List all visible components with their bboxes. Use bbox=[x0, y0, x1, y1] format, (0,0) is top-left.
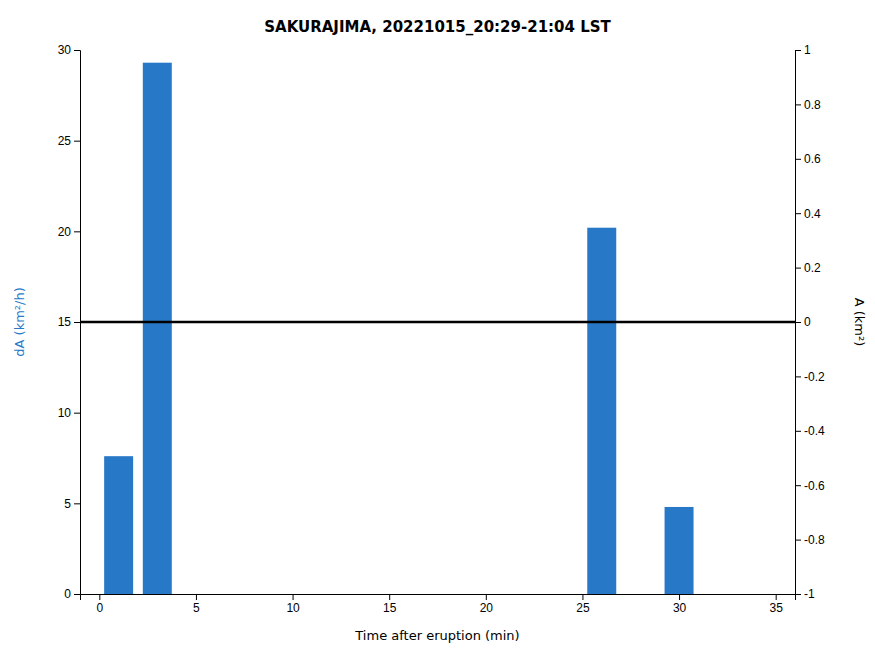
y2-axis-title: A (km²) bbox=[852, 298, 867, 347]
tick-mark bbox=[582, 594, 583, 600]
tick: 5 bbox=[64, 497, 80, 511]
tick: 25 bbox=[58, 134, 80, 148]
tick-mark bbox=[795, 322, 801, 323]
tick-label: 10 bbox=[286, 601, 300, 615]
tick-mark bbox=[795, 540, 801, 541]
tick-label: -1 bbox=[804, 587, 815, 601]
tick: 25 bbox=[576, 594, 590, 615]
tick-mark bbox=[795, 50, 801, 51]
tick-mark bbox=[74, 594, 80, 595]
tick-mark bbox=[679, 594, 680, 600]
tick-label: 15 bbox=[58, 315, 72, 329]
plot: 05101520253035051015202530-1-0.8-0.6-0.4… bbox=[58, 43, 825, 614]
tick-label: 0 bbox=[96, 601, 103, 615]
x-axis-title: Time after eruption (min) bbox=[354, 628, 519, 643]
tick: 20 bbox=[58, 225, 80, 239]
tick-label: 20 bbox=[480, 601, 494, 615]
tick-mark bbox=[795, 485, 801, 486]
tick: 10 bbox=[286, 594, 300, 615]
chart: 05101520253035051015202530-1-0.8-0.6-0.4… bbox=[0, 0, 875, 656]
tick-mark bbox=[74, 503, 80, 504]
tick-mark bbox=[795, 268, 801, 269]
bar bbox=[143, 63, 172, 594]
tick: 30 bbox=[673, 594, 687, 615]
axis-line bbox=[796, 51, 802, 595]
tick-label: 25 bbox=[576, 601, 590, 615]
tick-label: 5 bbox=[193, 601, 200, 615]
tick-label: -0.2 bbox=[804, 370, 825, 384]
tick-label: 20 bbox=[58, 225, 72, 239]
tick: -0.2 bbox=[795, 370, 825, 384]
tick: 15 bbox=[383, 594, 397, 615]
tick: -1 bbox=[795, 587, 815, 601]
tick-label: -0.6 bbox=[804, 479, 825, 493]
tick-mark bbox=[74, 413, 80, 414]
title: SAKURAJIMA, 20221015_20:29-21:04 LST bbox=[264, 18, 611, 36]
tick-mark bbox=[795, 594, 801, 595]
axis-line bbox=[81, 595, 796, 601]
tick-label: 30 bbox=[673, 601, 687, 615]
bar bbox=[587, 228, 616, 594]
tick-mark bbox=[776, 594, 777, 600]
bar bbox=[665, 507, 694, 594]
tick: 0.8 bbox=[795, 98, 821, 112]
tick: 5 bbox=[193, 594, 200, 615]
tick: 30 bbox=[58, 43, 80, 57]
tick-mark bbox=[99, 594, 100, 600]
tick-mark bbox=[795, 376, 801, 377]
axis-line bbox=[74, 51, 81, 595]
tick-mark bbox=[74, 231, 80, 232]
tick-label: 10 bbox=[58, 406, 72, 420]
x-axis: 0 5 10 15 20 25 30 35 bbox=[81, 594, 796, 615]
tick: 15 bbox=[58, 315, 80, 329]
tick: -0.4 bbox=[795, 424, 825, 438]
tick-mark bbox=[74, 322, 80, 323]
tick: -0.6 bbox=[795, 479, 825, 493]
tick-label: 0.8 bbox=[804, 98, 821, 112]
y2-axis: -1 -0.8 -0.6 -0.4 -0.2 0 0.2 0.4 0.6 0.8 1 bbox=[795, 43, 825, 601]
tick-label: 0.4 bbox=[804, 207, 821, 221]
tick-label: 0 bbox=[804, 315, 811, 329]
tick-label: 25 bbox=[58, 134, 72, 148]
tick-label: 0.2 bbox=[804, 261, 821, 275]
tick-mark bbox=[389, 594, 390, 600]
tick: -0.8 bbox=[795, 533, 825, 547]
tick: 0 bbox=[795, 315, 811, 329]
tick-mark bbox=[795, 104, 801, 105]
tick: 0.2 bbox=[795, 261, 821, 275]
tick-mark bbox=[795, 213, 801, 214]
tick: 20 bbox=[480, 594, 494, 615]
reference-line bbox=[80, 321, 795, 324]
tick-mark bbox=[293, 594, 294, 600]
y-axis-title: dA (km²/h) bbox=[12, 287, 27, 356]
marks bbox=[80, 63, 795, 594]
tick-mark bbox=[74, 50, 80, 51]
tick-label: 5 bbox=[64, 497, 71, 511]
bar bbox=[104, 456, 133, 594]
y-axis: 0 5 10 15 20 25 30 bbox=[58, 43, 81, 601]
tick: 0.4 bbox=[795, 207, 821, 221]
tick-label: 30 bbox=[58, 43, 72, 57]
tick: 1 bbox=[795, 43, 811, 57]
tick-mark bbox=[74, 141, 80, 142]
tick-label: 35 bbox=[769, 601, 783, 615]
tick: 0 bbox=[96, 594, 103, 615]
tick: 0.6 bbox=[795, 152, 821, 166]
tick: 35 bbox=[769, 594, 783, 615]
tick-mark bbox=[795, 159, 801, 160]
tick-label: 0.6 bbox=[804, 152, 821, 166]
tick-label: 0 bbox=[64, 587, 71, 601]
tick: 0 bbox=[64, 587, 80, 601]
tick-label: -0.8 bbox=[804, 533, 825, 547]
tick-mark bbox=[486, 594, 487, 600]
tick-mark bbox=[196, 594, 197, 600]
tick: 10 bbox=[58, 406, 80, 420]
tick-label: 1 bbox=[804, 43, 811, 57]
tick-label: -0.4 bbox=[804, 424, 825, 438]
tick-label: 15 bbox=[383, 601, 397, 615]
tick-mark bbox=[795, 431, 801, 432]
